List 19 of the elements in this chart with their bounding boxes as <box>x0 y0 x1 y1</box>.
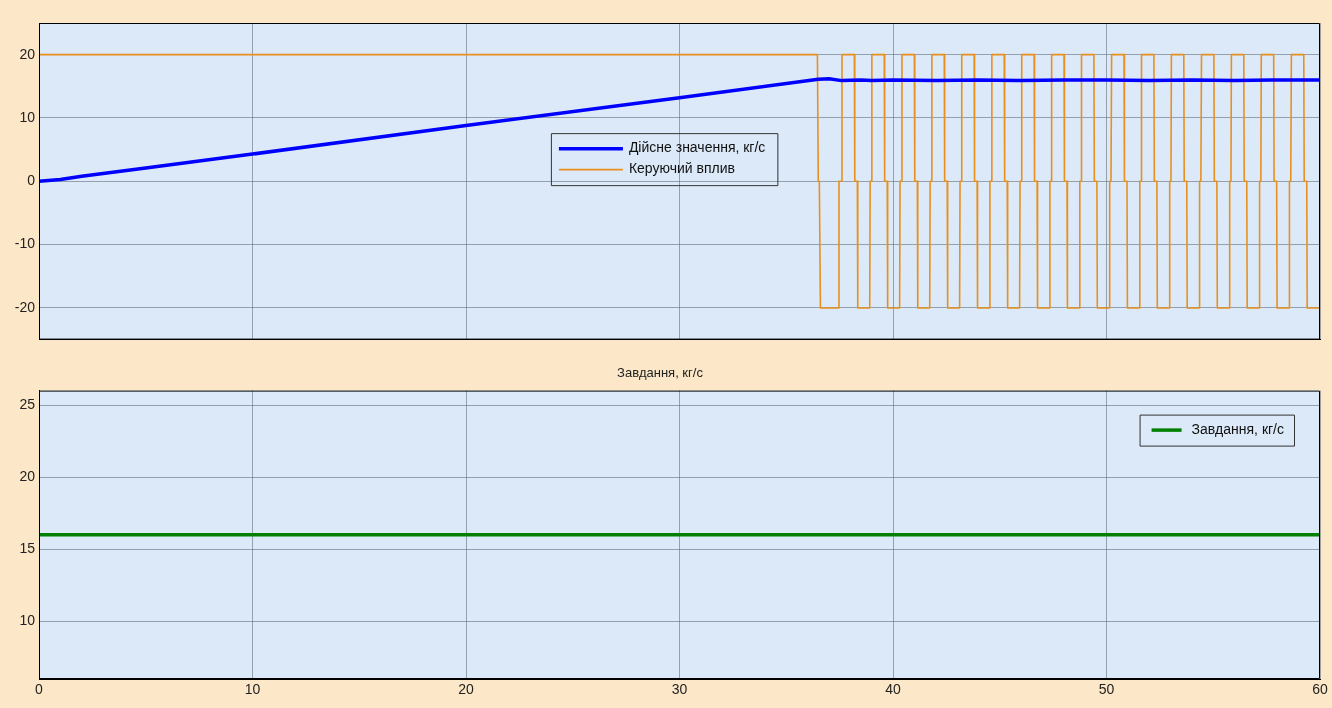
legend-label: Дійсне значення, кг/с <box>628 139 766 156</box>
legend-label: Завдання, кг/с <box>1191 420 1284 437</box>
x-tick-label: 40 <box>885 681 901 698</box>
x-tick-label: 10 <box>244 681 261 698</box>
legend-label: Керуючий вплив <box>628 160 735 177</box>
x-tick-label: 20 <box>458 681 474 698</box>
x-tick-label: 30 <box>671 681 688 698</box>
y-tick-label: 15 <box>19 540 36 557</box>
x-tick-label: 60 <box>1312 681 1328 698</box>
y-tick-label: 25 <box>19 395 36 412</box>
y-tick-label: 0 <box>27 172 36 189</box>
y-tick-label: 10 <box>19 612 36 629</box>
x-tick-label: 50 <box>1098 681 1115 698</box>
y-tick-label: 20 <box>19 45 36 62</box>
y-tick-label: -10 <box>14 235 36 252</box>
y-tick-label: 20 <box>19 467 36 484</box>
y-tick-label: 10 <box>19 108 36 125</box>
chart-title: Завдання, кг/с <box>617 365 704 381</box>
y-tick-label: -20 <box>14 298 36 315</box>
